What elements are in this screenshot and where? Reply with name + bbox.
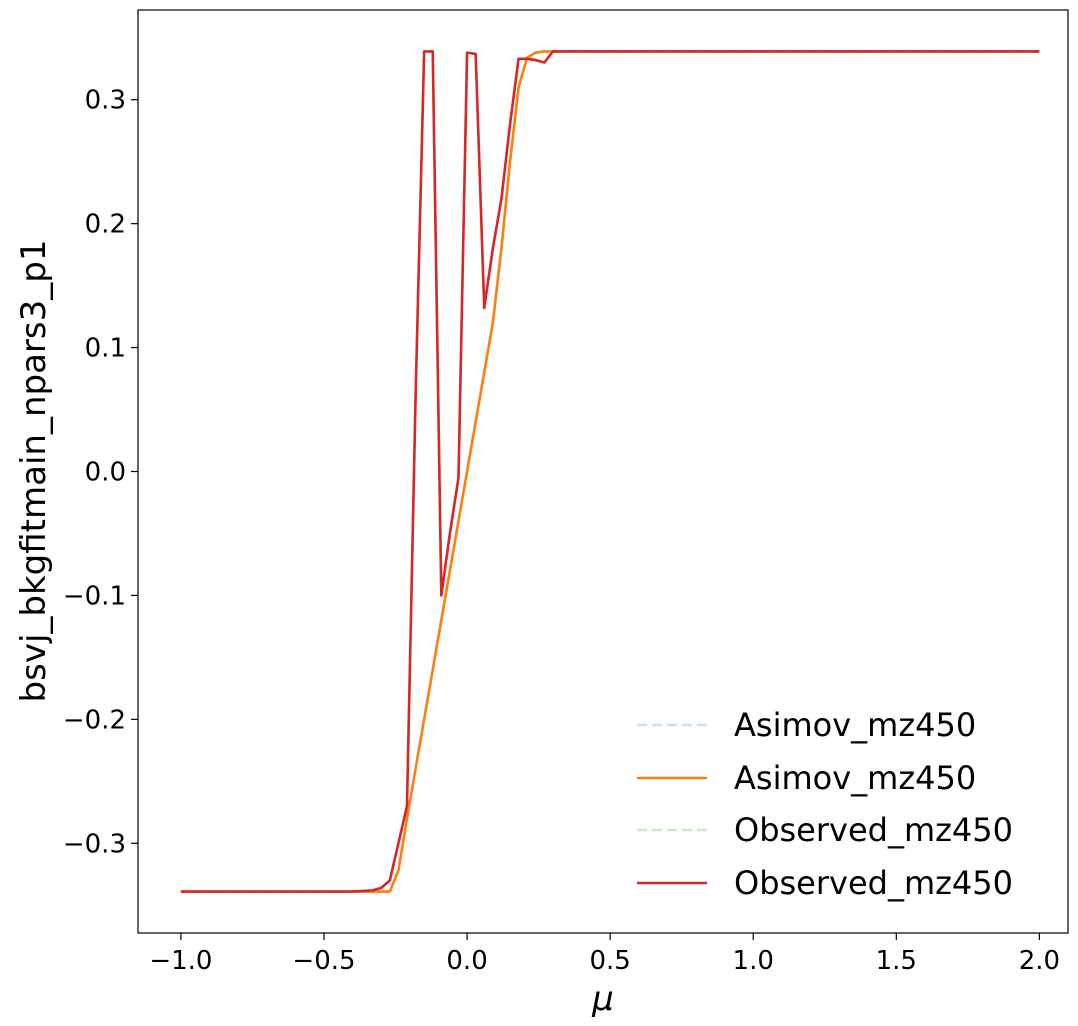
- y-tick-label: −0.1: [63, 581, 126, 611]
- legend-label: Observed_mz450: [734, 811, 1013, 849]
- y-tick-label: 0.0: [85, 458, 126, 488]
- y-axis-label: bsvj_bkgfitmain_npars3_p1: [14, 240, 54, 703]
- x-tick-label: 0.5: [589, 946, 630, 976]
- y-tick-label: −0.3: [63, 829, 126, 859]
- y-axis: −0.3 −0.2 −0.1 0.0 0.1 0.2 0.3: [63, 86, 138, 859]
- legend: Asimov_mz450 Asimov_mz450 Observed_mz450 Ob…: [637, 706, 1013, 902]
- y-tick-label: 0.3: [85, 86, 126, 116]
- legend-label: Observed_mz450: [734, 864, 1013, 902]
- x-tick-label: 1.0: [733, 946, 774, 976]
- x-tick-label: 0.0: [446, 946, 487, 976]
- series-line-4: [180, 50, 1040, 893]
- x-axis-label: μ: [591, 979, 614, 1019]
- legend-label: Asimov_mz450: [734, 706, 976, 744]
- y-tick-label: 0.2: [85, 210, 126, 240]
- x-tick-label: 2.0: [1019, 946, 1060, 976]
- y-tick-label: 0.1: [85, 334, 126, 364]
- x-tick-label: −0.5: [292, 946, 355, 976]
- y-tick-label: −0.2: [63, 705, 126, 735]
- series-layer: [180, 50, 1040, 893]
- x-tick-label: −1.0: [149, 946, 212, 976]
- x-axis: −1.0 −0.5 0.0 0.5 1.0 1.5 2.0: [149, 933, 1060, 976]
- x-tick-label: 1.5: [876, 946, 917, 976]
- legend-label: Asimov_mz450: [734, 759, 976, 797]
